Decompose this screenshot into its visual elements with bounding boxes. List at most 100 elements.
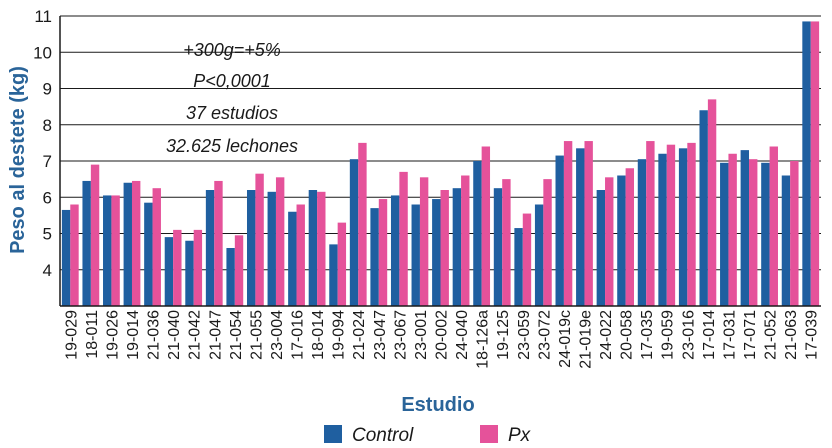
x-tick-label: 24-019c — [557, 310, 574, 368]
x-tick-label: 23-072 — [536, 310, 553, 360]
bar-control — [740, 150, 750, 306]
x-tick-label: 23-059 — [516, 310, 533, 360]
legend-swatch-px — [480, 425, 498, 443]
bar-px — [790, 161, 799, 306]
bar-control — [617, 175, 626, 306]
bar-control — [246, 190, 256, 306]
bar-px — [173, 229, 182, 306]
bar-control — [82, 180, 91, 306]
x-tick-label: 17-071 — [742, 310, 759, 360]
bar-control — [452, 188, 462, 306]
x-tick-label: 20-058 — [619, 310, 636, 360]
legend-swatch-control — [324, 425, 342, 443]
bar-px — [193, 229, 203, 306]
x-tick-label: 23-047 — [372, 310, 389, 360]
bar-px — [810, 21, 820, 306]
x-tick-label: 19-026 — [104, 310, 121, 360]
x-tick-label: 19-125 — [495, 310, 512, 360]
x-tick-label: 24-040 — [454, 310, 471, 360]
bar-control — [473, 161, 482, 306]
x-tick-label: 18-014 — [310, 310, 327, 360]
bar-px — [687, 142, 696, 306]
bar-px — [399, 171, 408, 306]
x-tick-labels: 19-029 18-011 19-026 19-014 21-036 21-040 21-0… — [63, 310, 820, 369]
bar-px — [584, 141, 593, 306]
y-tick-label: 9 — [43, 80, 52, 99]
x-tick-label: 21-036 — [146, 310, 163, 360]
annotation-studies: 37 estudios — [186, 103, 278, 123]
bar-px — [440, 190, 449, 306]
x-tick-label: 17-039 — [804, 310, 821, 360]
bar-px — [481, 146, 491, 306]
x-tick-label: 19-014 — [125, 310, 142, 360]
x-tick-label: 21-063 — [783, 310, 800, 360]
bar-control — [185, 240, 194, 306]
bar-px — [666, 144, 676, 306]
x-tick-label: 21-040 — [166, 310, 183, 360]
x-tick-label: 24-022 — [598, 310, 615, 360]
bar-control — [267, 191, 276, 306]
bar-px — [749, 159, 758, 306]
bar-px — [358, 142, 367, 306]
x-tick-label: 21-054 — [228, 310, 245, 360]
x-tick-label: 20-002 — [434, 310, 451, 360]
y-tick-label: 6 — [43, 188, 52, 207]
bar-px — [152, 188, 161, 306]
x-tick-label: 21-024 — [351, 310, 368, 360]
bar-px — [111, 195, 120, 306]
bar-control — [390, 195, 400, 306]
bar-control — [781, 175, 791, 306]
bar-control — [144, 202, 153, 306]
x-tick-label: 17-035 — [639, 310, 656, 360]
y-tick-label: 10 — [33, 43, 52, 62]
bar-control — [761, 162, 770, 306]
x-tick-label: 21-042 — [187, 310, 204, 360]
x-tick-label: 18-011 — [84, 310, 101, 359]
bar-control — [103, 195, 112, 306]
y-tick-labels: 4 5 6 7 8 9 10 11 — [33, 7, 52, 280]
y-tick-label: 8 — [43, 116, 52, 135]
bar-control — [411, 204, 420, 306]
bar-control — [699, 110, 708, 306]
bar-px — [522, 213, 532, 306]
bar-px — [90, 164, 100, 306]
bar-px — [461, 175, 470, 306]
x-tick-label: 23-016 — [680, 310, 697, 360]
legend-label-px: Px — [508, 425, 532, 446]
bar-control — [658, 153, 667, 306]
x-tick-label: 23-067 — [392, 310, 409, 360]
x-tick-label: 18-126a — [475, 310, 492, 369]
bar-px — [502, 179, 511, 306]
bar-control — [678, 148, 688, 306]
annotation-block: +300g=+5% P<0,0001 37 estudios 32.625 le… — [166, 40, 298, 156]
bar-control — [720, 162, 729, 306]
bar-px — [337, 222, 347, 306]
bar-px — [255, 173, 264, 306]
bar-px — [605, 177, 614, 306]
bar-px — [296, 204, 305, 306]
annotation-effect: +300g=+5% — [183, 40, 281, 60]
bar-px — [563, 141, 573, 306]
annotation-piglets: 32.625 lechones — [166, 136, 298, 156]
bars — [61, 21, 820, 306]
bar-control — [329, 244, 338, 306]
y-tick-label: 7 — [43, 152, 52, 171]
bar-px — [70, 204, 79, 306]
x-axis-title: Estudio — [401, 394, 474, 416]
bar-control — [61, 209, 71, 306]
bar-control — [205, 190, 215, 306]
bar-control — [349, 159, 359, 306]
legend-label-control: Control — [352, 425, 414, 446]
bar-control — [637, 159, 647, 306]
annotation-pvalue: P<0,0001 — [193, 71, 271, 91]
bar-px — [769, 146, 778, 306]
x-tick-label: 17-014 — [701, 310, 718, 360]
x-tick-label: 17-031 — [721, 310, 738, 360]
y-axis-title: Peso al destete (kg) — [7, 66, 29, 254]
bar-px — [275, 177, 285, 306]
bar-px — [707, 99, 717, 306]
y-tick-label: 11 — [34, 7, 52, 26]
bar-control — [493, 188, 503, 306]
bar-control — [576, 148, 585, 306]
